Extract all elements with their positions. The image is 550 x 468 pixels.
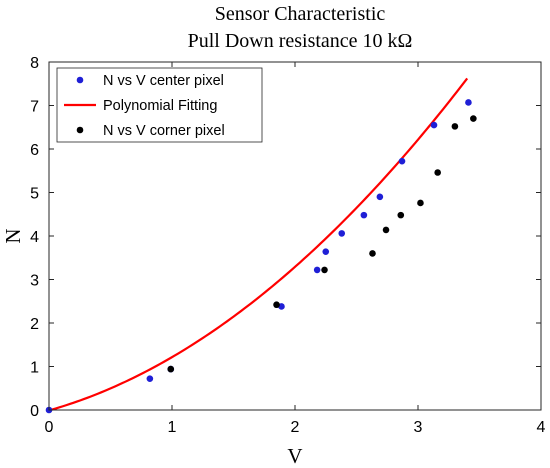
fit-curve-layer (48, 77, 469, 412)
center-pixel-point (376, 193, 384, 201)
y-tick-label: 1 (30, 360, 39, 377)
y-tick-label: 7 (30, 99, 39, 116)
center-pixel-point (465, 99, 472, 106)
x-tick-label: 1 (168, 419, 177, 436)
chart-subtitle: Pull Down resistance 10 kΩ (188, 30, 413, 52)
data-points-layer (45, 99, 477, 414)
center-pixel-point (360, 211, 368, 219)
legend-label: Polynomial Fitting (103, 98, 217, 114)
y-tick-label: 3 (30, 273, 39, 290)
x-axis-label: V (287, 444, 302, 468)
corner-pixel-point (382, 226, 390, 234)
y-tick-label: 2 (30, 316, 39, 333)
legend: N vs V center pixel Polynomial Fitting N v… (56, 67, 263, 143)
y-tick-label: 4 (30, 229, 39, 246)
x-tick-label: 0 (45, 419, 54, 436)
legend-label: N vs V corner pixel (103, 123, 225, 139)
corner-pixel-point (321, 266, 328, 274)
x-tick-label: 3 (414, 419, 423, 436)
center-pixel-point (398, 157, 406, 165)
corner-pixel-point (369, 250, 376, 257)
y-tick-label: 6 (30, 142, 39, 159)
y-tick-label: 0 (30, 403, 39, 420)
corner-pixel-point (451, 123, 459, 130)
corner-pixel-point (167, 365, 175, 373)
corner-pixel-point (434, 169, 441, 176)
chart-title: Sensor Characteristic (215, 3, 386, 25)
y-tick-label: 8 (30, 55, 39, 72)
corner-pixel-point (397, 211, 405, 219)
legend-label: N vs V center pixel (103, 73, 224, 89)
x-tick-label: 4 (537, 419, 546, 436)
x-tick-label: 2 (291, 419, 300, 436)
center-pixel-point (338, 230, 346, 237)
axis-ticks (48, 61, 542, 411)
y-tick-labels: 0 1 2 3 4 5 6 7 8 (30, 55, 39, 420)
center-pixel-point (313, 266, 321, 274)
legend-marker-swatch (76, 126, 84, 134)
x-tick-labels: 0 1 2 3 4 (45, 419, 546, 436)
corner-pixel-point (417, 199, 424, 207)
center-pixel-point (146, 375, 154, 382)
center-pixel-point (430, 121, 438, 129)
corner-pixel-point (273, 301, 280, 309)
corner-pixel-point (470, 115, 477, 122)
legend-items: N vs V center pixel Polynomial Fitting N v… (64, 73, 225, 139)
center-pixel-point (322, 248, 330, 255)
y-tick-label: 5 (30, 186, 39, 203)
polynomial-fit-line (48, 77, 469, 412)
legend-marker-swatch (76, 76, 84, 84)
y-axis-label: N (1, 228, 25, 243)
